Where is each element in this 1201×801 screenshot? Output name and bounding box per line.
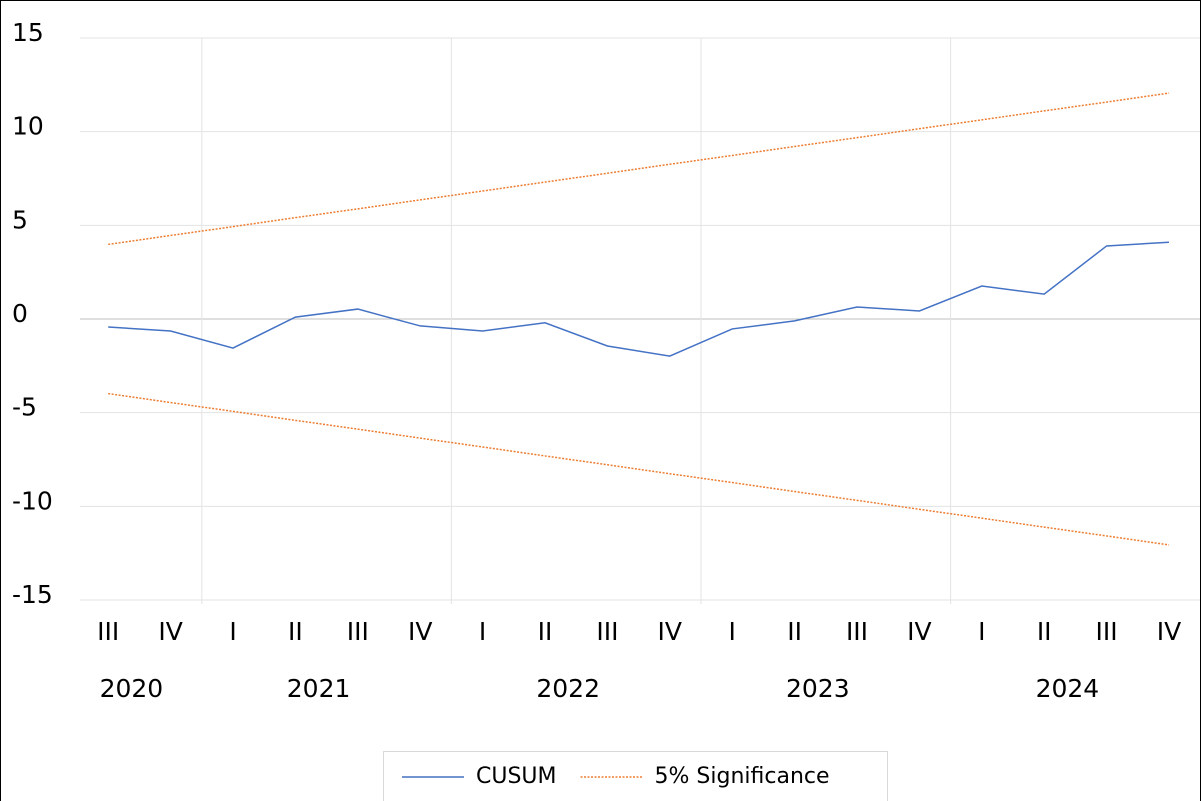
x-group-label: 2022 bbox=[536, 674, 600, 703]
x-tick-label: II bbox=[288, 617, 303, 646]
x-tick-label: IV bbox=[907, 617, 931, 646]
legend-label: 5% Significance bbox=[655, 764, 830, 789]
x-tick-label: I bbox=[729, 617, 736, 646]
x-tick-label: I bbox=[479, 617, 486, 646]
series-line bbox=[108, 92, 1170, 246]
x-tick-label: II bbox=[538, 617, 553, 646]
x-tick-label: II bbox=[787, 617, 802, 646]
y-tick-label: 5 bbox=[12, 205, 28, 234]
x-tick-label: IV bbox=[658, 617, 682, 646]
x-tick-label: I bbox=[978, 617, 985, 646]
x-tick-label: III bbox=[596, 617, 618, 646]
x-group-label: 2021 bbox=[287, 674, 351, 703]
x-tick-label: III bbox=[347, 617, 369, 646]
y-tick-label: -5 bbox=[12, 393, 37, 422]
x-tick-label: III bbox=[846, 617, 868, 646]
legend-label: CUSUM bbox=[476, 764, 557, 789]
x-tick-label: I bbox=[229, 617, 236, 646]
x-tick-label: III bbox=[1096, 617, 1118, 646]
y-tick-label: 0 bbox=[12, 299, 28, 328]
y-tick-label: 10 bbox=[12, 112, 44, 141]
y-tick-label: -15 bbox=[12, 580, 53, 609]
x-group-label: 2020 bbox=[100, 674, 164, 703]
y-tick-label: -10 bbox=[12, 486, 53, 515]
series-line bbox=[108, 241, 1170, 357]
y-tick-label: 15 bbox=[12, 18, 44, 47]
series-line bbox=[108, 392, 1170, 546]
x-tick-label: III bbox=[97, 617, 119, 646]
x-tick-label: IV bbox=[1157, 617, 1181, 646]
x-tick-label: II bbox=[1037, 617, 1052, 646]
x-tick-label: IV bbox=[158, 617, 182, 646]
x-group-label: 2024 bbox=[1036, 674, 1100, 703]
x-group-label: 2023 bbox=[786, 674, 850, 703]
x-tick-label: IV bbox=[408, 617, 432, 646]
legend-box bbox=[383, 751, 888, 801]
